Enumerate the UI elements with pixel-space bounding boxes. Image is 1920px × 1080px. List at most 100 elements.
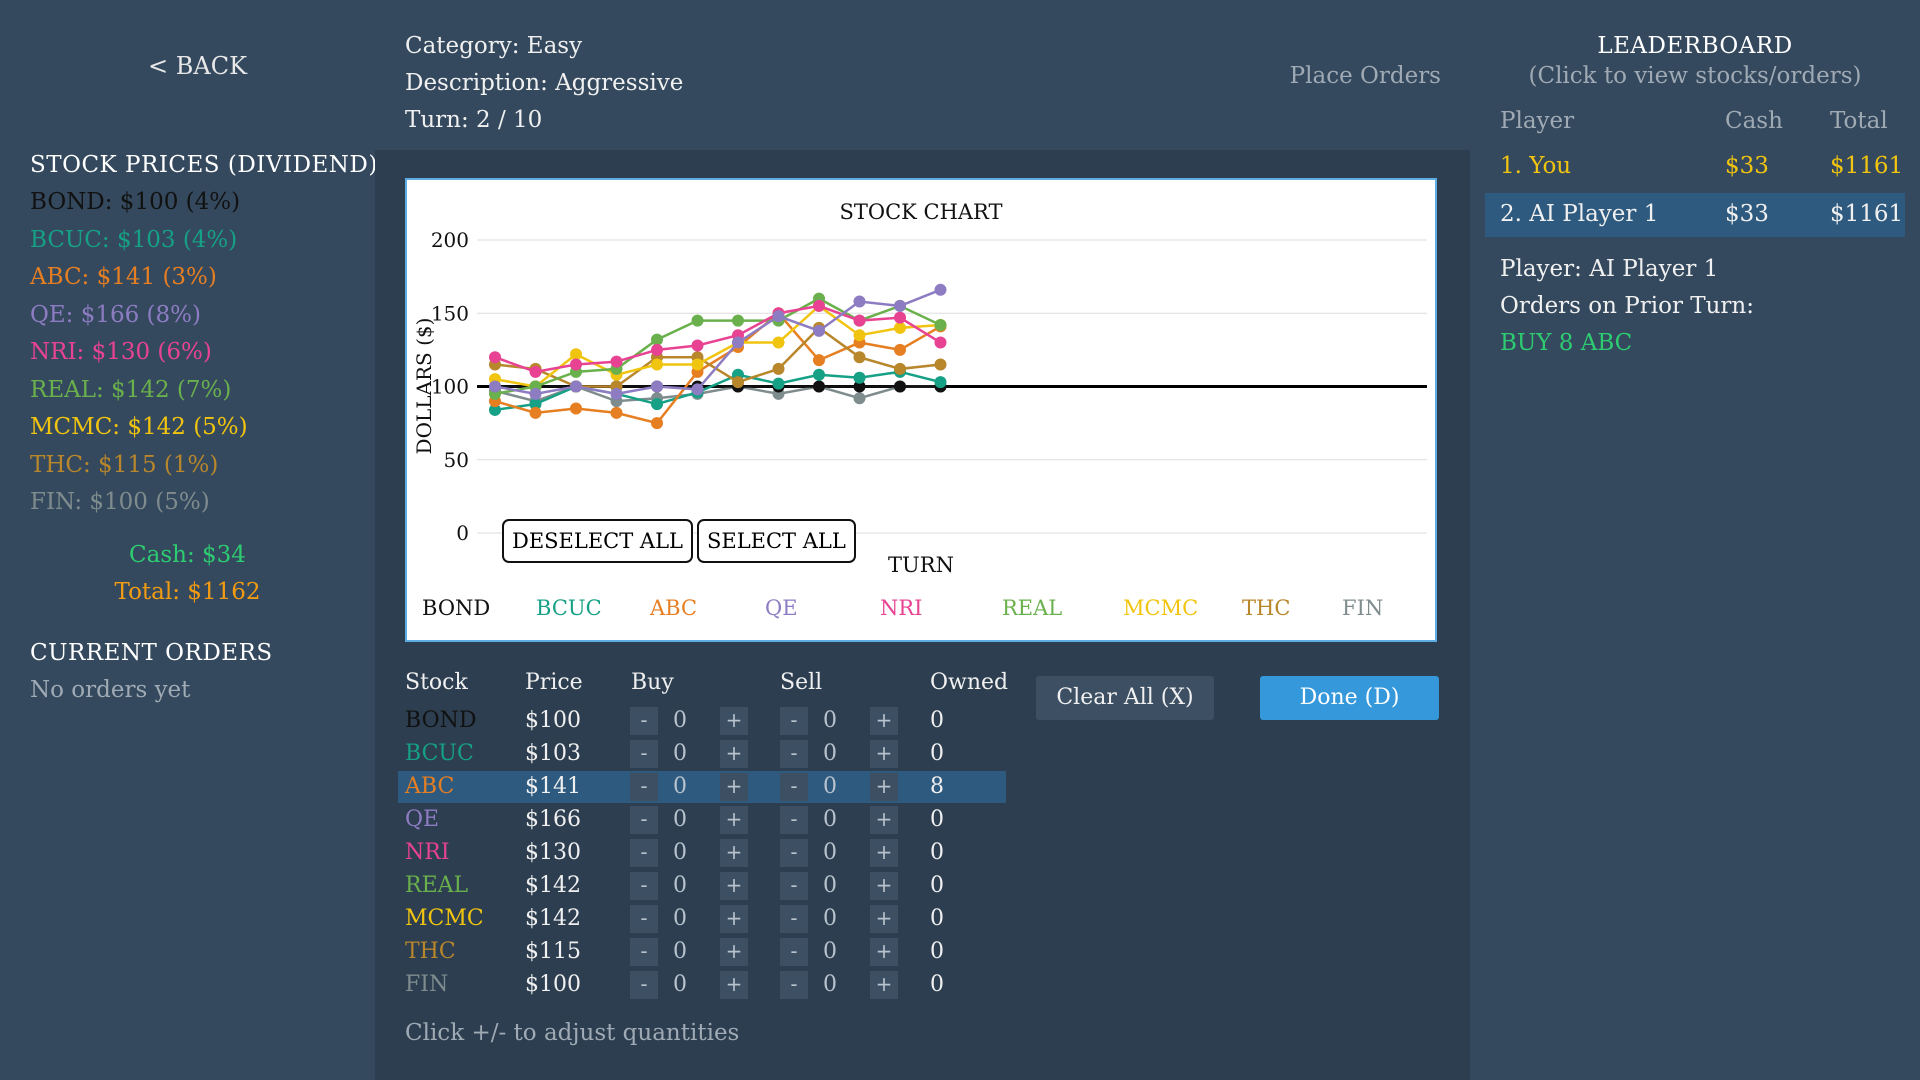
sell-plus-button[interactable]: +: [870, 905, 898, 933]
data-point-mcmc: [853, 329, 866, 342]
buy-plus-button[interactable]: +: [720, 839, 748, 867]
orders-prior-turn-label: Orders on Prior Turn:: [1500, 293, 1754, 319]
row-stock-name: BOND: [405, 708, 477, 733]
row-price: $166: [525, 807, 581, 832]
buy-minus-button[interactable]: -: [630, 740, 658, 768]
legend-bcuc[interactable]: BCUC: [536, 596, 602, 620]
sell-minus-button[interactable]: -: [780, 740, 808, 768]
row-price: $115: [525, 939, 581, 964]
buy-plus-button[interactable]: +: [720, 905, 748, 933]
buy-minus-button[interactable]: -: [630, 707, 658, 735]
sell-plus-button[interactable]: +: [870, 938, 898, 966]
sell-minus-button[interactable]: -: [780, 773, 808, 801]
sell-quantity: 0: [823, 972, 837, 997]
sell-plus-button[interactable]: +: [870, 839, 898, 867]
series-line-nri: [494, 304, 942, 374]
buy-plus-button[interactable]: +: [720, 806, 748, 834]
back-button[interactable]: < BACK: [148, 52, 247, 80]
sell-minus-button[interactable]: -: [780, 839, 808, 867]
buy-plus-button[interactable]: +: [720, 773, 748, 801]
buy-minus-button[interactable]: -: [630, 971, 658, 999]
data-point-bcuc: [489, 403, 501, 416]
table-row: THC $115-0 + -0 +0: [398, 936, 1006, 968]
data-point-fin: [853, 392, 866, 405]
data-point-mcmc: [894, 321, 906, 334]
buy-minus-button[interactable]: -: [630, 938, 658, 966]
deselect-all-button[interactable]: DESELECT ALL: [502, 519, 693, 563]
sell-minus-button[interactable]: -: [780, 905, 808, 933]
data-point-qe: [651, 380, 663, 393]
stock-price-fin: FIN: $100 (5%): [30, 489, 210, 515]
sell-minus-button[interactable]: -: [780, 971, 808, 999]
row-stock-name: QE: [405, 807, 440, 832]
col-header-sell: Sell: [780, 670, 823, 695]
buy-minus-button[interactable]: -: [630, 773, 658, 801]
buy-minus-button[interactable]: -: [630, 806, 658, 834]
table-row: BOND $100-0 + -0 +0: [398, 705, 1006, 737]
data-point-thc: [894, 362, 906, 375]
sell-quantity: 0: [823, 873, 837, 898]
clear-all-button[interactable]: Clear All (X): [1036, 676, 1214, 720]
data-point-nri: [894, 311, 906, 324]
sell-plus-button[interactable]: +: [870, 806, 898, 834]
legend-abc[interactable]: ABC: [650, 596, 698, 620]
sell-minus-button[interactable]: -: [780, 707, 808, 735]
buy-plus-button[interactable]: +: [720, 971, 748, 999]
row-price: $100: [525, 972, 581, 997]
sell-minus-button[interactable]: -: [780, 938, 808, 966]
buy-minus-button[interactable]: -: [630, 839, 658, 867]
buy-plus-button[interactable]: +: [720, 938, 748, 966]
series-line-thc: [494, 326, 941, 388]
buy-plus-button[interactable]: +: [720, 740, 748, 768]
data-point-qe: [489, 380, 501, 393]
legend-real[interactable]: REAL: [1002, 596, 1063, 620]
select-all-button[interactable]: SELECT ALL: [697, 519, 856, 563]
row-owned: 8: [930, 774, 944, 799]
sell-plus-button[interactable]: +: [870, 773, 898, 801]
row-stock-name: REAL: [405, 873, 469, 898]
no-orders-label: No orders yet: [30, 677, 191, 703]
series-line-abc: [494, 311, 942, 425]
legend-fin[interactable]: FIN: [1342, 596, 1384, 620]
row-price: $142: [525, 906, 581, 931]
prior-order-item: BUY 8 ABC: [1500, 330, 1633, 356]
sell-plus-button[interactable]: +: [870, 740, 898, 768]
buy-quantity: 0: [673, 741, 687, 766]
buy-quantity: 0: [673, 939, 687, 964]
legend-bond[interactable]: BOND: [422, 596, 491, 620]
buy-quantity: 0: [673, 807, 687, 832]
col-header-owned: Owned: [930, 670, 1009, 695]
data-point-nri: [813, 299, 825, 312]
data-point-nri: [529, 365, 542, 378]
sell-minus-button[interactable]: -: [780, 806, 808, 834]
data-point-abc: [529, 406, 542, 419]
done-button[interactable]: Done (D): [1260, 676, 1439, 720]
lb-header-cash: Cash: [1725, 108, 1783, 134]
row-owned: 0: [930, 807, 944, 832]
data-point-thc: [772, 362, 785, 375]
legend-nri[interactable]: NRI: [880, 596, 923, 620]
leaderboard-row[interactable]: 1. You $33 $1161: [1485, 145, 1905, 189]
buy-minus-button[interactable]: -: [630, 905, 658, 933]
leaderboard-subtitle: (Click to view stocks/orders): [1528, 63, 1862, 89]
legend-qe[interactable]: QE: [765, 596, 798, 620]
legend-mcmc[interactable]: MCMC: [1123, 596, 1199, 620]
sell-quantity: 0: [823, 741, 837, 766]
buy-plus-button[interactable]: +: [720, 872, 748, 900]
selected-player-label: Player: AI Player 1: [1500, 256, 1719, 282]
buy-plus-button[interactable]: +: [720, 707, 748, 735]
buy-minus-button[interactable]: -: [630, 872, 658, 900]
legend-thc[interactable]: THC: [1242, 596, 1291, 620]
leaderboard-row[interactable]: 2. AI Player 1 $33 $1161: [1485, 193, 1905, 237]
sell-plus-button[interactable]: +: [870, 872, 898, 900]
sell-plus-button[interactable]: +: [870, 971, 898, 999]
sell-minus-button[interactable]: -: [780, 872, 808, 900]
data-point-mcmc: [691, 358, 704, 371]
y-tick-label: 0: [456, 521, 469, 545]
stock-price-nri: NRI: $130 (6%): [30, 339, 212, 365]
sell-plus-button[interactable]: +: [870, 707, 898, 735]
data-point-bond: [853, 380, 866, 393]
data-point-nri: [651, 343, 663, 356]
data-point-abc: [651, 417, 663, 430]
stock-chart-svg: STOCK CHART 0 50 100 150 200 DOLLARS ($) TURN: [412, 200, 1427, 577]
